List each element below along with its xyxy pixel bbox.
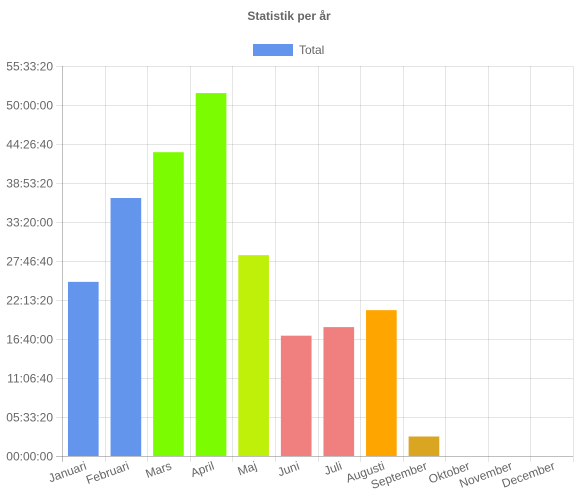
bars	[67, 93, 440, 457]
x-tick-label: Mars	[144, 459, 174, 481]
y-tick-label: 55:33:20	[6, 60, 53, 74]
y-tick-label: 44:26:40	[6, 138, 53, 152]
chart-title: Statistik per år	[247, 9, 331, 23]
legend-swatch-total	[253, 44, 293, 56]
y-axis-ticks: 00:00:00 05:33:20 11:06:40 16:40:00 22:13:20…	[6, 60, 53, 464]
x-tick-label: Februari	[84, 459, 131, 487]
bar-juli[interactable]	[323, 327, 355, 456]
y-tick-label: 27:46:40	[6, 255, 53, 269]
bar-juni[interactable]	[280, 335, 312, 456]
grid	[56, 66, 574, 462]
y-tick-label: 11:06:40	[7, 372, 53, 386]
y-tick-label: 16:40:00	[6, 333, 53, 347]
bar-januari[interactable]	[67, 281, 99, 456]
x-tick-label: Juni	[276, 459, 301, 480]
y-tick-label: 05:33:20	[6, 411, 53, 425]
bar-maj[interactable]	[238, 255, 269, 456]
y-tick-label: 50:00:00	[6, 99, 53, 113]
y-tick-label: 38:53:20	[6, 177, 53, 191]
y-tick-label: 33:20:00	[6, 216, 53, 230]
x-tick-label: April	[189, 459, 216, 480]
bar-mars[interactable]	[153, 152, 184, 456]
x-tick-label: Maj	[236, 459, 259, 479]
legend-label-total: Total	[299, 43, 324, 57]
legend[interactable]: Total	[253, 43, 324, 57]
x-tick-label: Juli	[322, 459, 344, 478]
bar-februari[interactable]	[110, 198, 142, 456]
y-tick-label: 00:00:00	[6, 450, 53, 464]
bar-april[interactable]	[195, 93, 227, 456]
y-tick-label: 22:13:20	[6, 294, 53, 308]
bar-september[interactable]	[408, 436, 440, 457]
bar-augusti[interactable]	[366, 310, 397, 456]
